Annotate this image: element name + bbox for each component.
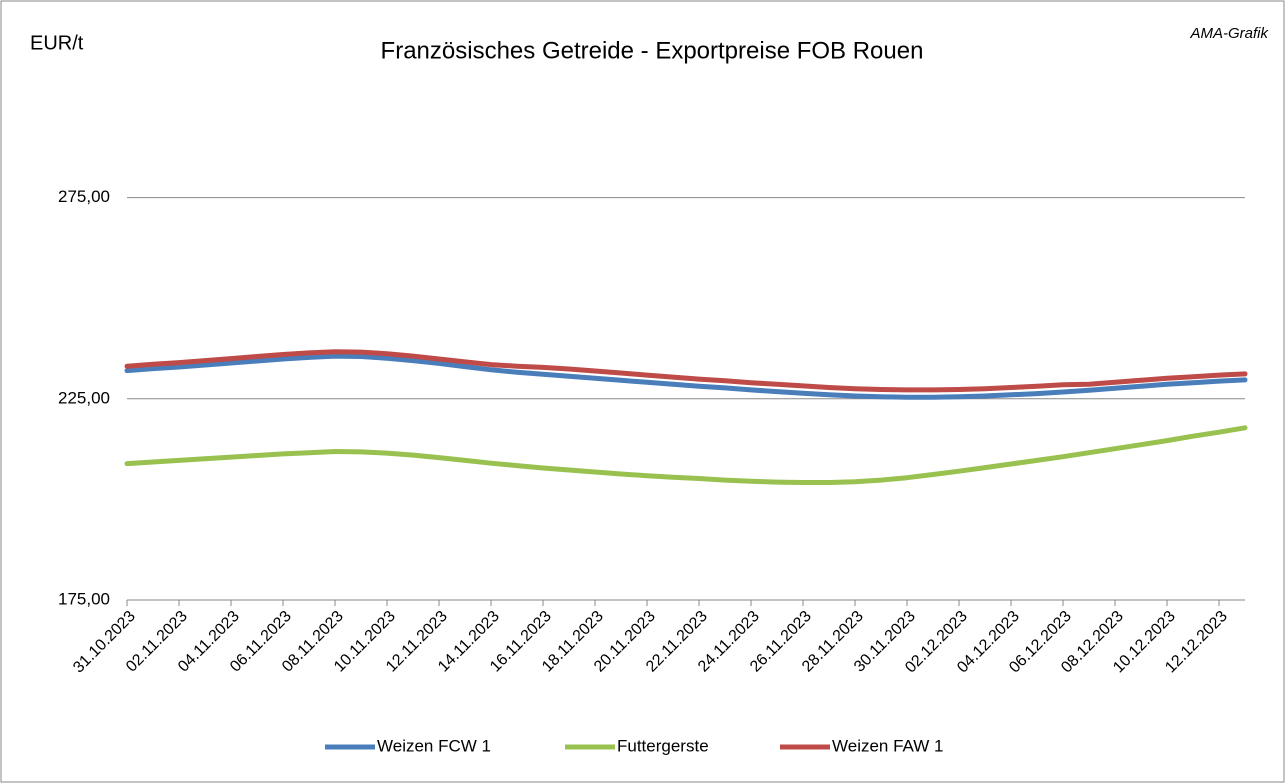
chart-title: Französisches Getreide - Exportpreise FO… bbox=[381, 37, 924, 64]
y-tick-label: 175,00 bbox=[58, 589, 110, 608]
y-tick-label: 275,00 bbox=[58, 187, 110, 206]
series-line bbox=[124, 353, 1248, 400]
series-line bbox=[124, 349, 1248, 393]
series-line bbox=[124, 425, 1248, 485]
legend-label: Weizen FCW 1 bbox=[377, 736, 491, 755]
legend-label: Futtergerste bbox=[617, 736, 709, 755]
y-axis-label: EUR/t bbox=[30, 32, 84, 54]
y-tick-label: 225,00 bbox=[58, 388, 110, 407]
annotation: AMA-Grafik bbox=[1189, 25, 1269, 42]
legend-label: Weizen FAW 1 bbox=[832, 736, 943, 755]
